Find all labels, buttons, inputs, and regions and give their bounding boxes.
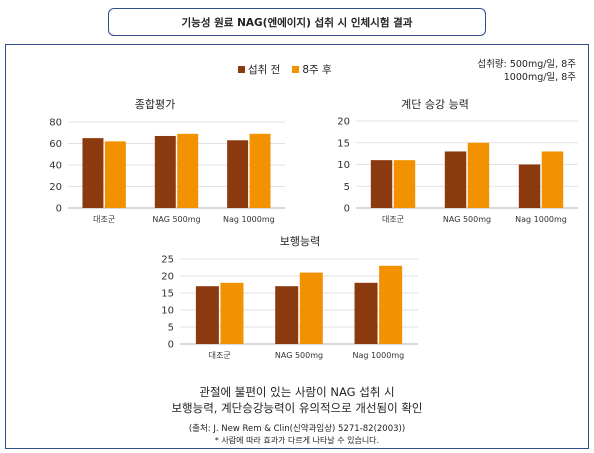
stairs-bar-after (393, 160, 416, 208)
stairs-bar-before (370, 160, 393, 208)
walking-bar-before (354, 282, 378, 344)
legend-label-before: 섭취 전 (248, 64, 281, 76)
walking-category-label: NAG 500mg (275, 351, 323, 360)
overall-bar-before (227, 140, 249, 208)
overall-bar-after (104, 141, 126, 208)
chart-title-walking: 보행능력 (279, 235, 321, 248)
legend-item-before: 섭취 전 (238, 62, 280, 77)
stairs-category-label: Nag 1000mg (515, 215, 567, 224)
chart-title-stairs: 계단 승강 능력 (401, 98, 469, 111)
walking-category-label: 대조군 (209, 351, 231, 360)
overall-ytick-label: 60 (49, 139, 62, 150)
legend-item-after: 8주 후 (292, 62, 332, 77)
overall-category-label: Nag 1000mg (223, 215, 275, 224)
walking-ytick-label: 10 (161, 306, 174, 317)
walking-category-label: Nag 1000mg (352, 351, 404, 360)
legend: 섭취 전 8주 후 (238, 62, 338, 77)
dose-note-line2: 1000mg/일, 8주 (503, 72, 576, 83)
overall-bar-before (154, 135, 176, 208)
overall-bar-after (249, 133, 271, 208)
stairs-ytick-label: 15 (337, 138, 350, 149)
stairs-bar-before (518, 164, 541, 208)
summary-line2: 보행능력, 계단승강능력이 유의적으로 개선됨이 확인 (171, 401, 423, 415)
disclaimer-note: * 사람에 따라 효과가 다르게 나타날 수 있습니다. (214, 436, 380, 445)
stairs-ytick-label: 20 (337, 117, 350, 128)
overall-ytick-label: 80 (49, 118, 62, 129)
walking-bar-before (195, 286, 219, 344)
stairs-category-label: NAG 500mg (443, 215, 491, 224)
walking-bar-after (379, 265, 403, 344)
walking-bar-after (220, 282, 244, 344)
overall-ytick-label: 0 (56, 204, 62, 215)
stairs-bar-after (541, 151, 564, 208)
overall-bar-before (82, 138, 104, 208)
overall-ytick-label: 20 (49, 182, 62, 193)
walking-ytick-label: 0 (168, 340, 174, 351)
legend-label-after: 8주 후 (302, 64, 332, 76)
summary: 관절에 불편이 있는 사람이 NAG 섭취 시 보행능력, 계단승강능력이 유의… (0, 384, 594, 416)
walking-ytick-label: 25 (161, 255, 174, 266)
stairs-ytick-label: 0 (344, 204, 350, 215)
overall-category-label: NAG 500mg (152, 215, 200, 224)
source-citation: (출처: J. New Rem & Clin(신약과임상) 5271-82(20… (188, 424, 406, 434)
dose-note: 섭취량: 500mg/일, 8주 1000mg/일, 8주 (477, 58, 576, 84)
dose-note-line1: 섭취량: 500mg/일, 8주 (477, 59, 576, 70)
page-title: 기능성 원료 NAG(엔에이지) 섭취 시 인체시험 결과 (108, 8, 486, 36)
overall-ytick-label: 40 (49, 161, 62, 172)
overall-bar-after (177, 133, 199, 208)
walking-ytick-label: 5 (168, 323, 174, 334)
stairs-category-label: 대조군 (382, 215, 404, 224)
stairs-ytick-label: 5 (344, 182, 350, 193)
legend-swatch-after (292, 66, 300, 73)
results-panel (5, 44, 589, 449)
summary-line1: 관절에 불편이 있는 사람이 NAG 섭취 시 (199, 385, 395, 399)
legend-swatch-before (238, 66, 245, 73)
walking-ytick-label: 15 (161, 289, 174, 300)
chart-title-overall: 종합평가 (134, 98, 176, 111)
stairs-bar-before (444, 151, 467, 208)
walking-bar-before (275, 286, 299, 344)
walking-ytick-label: 20 (161, 272, 174, 283)
overall-category-label: 대조군 (93, 215, 115, 224)
walking-bar-after (299, 272, 323, 344)
stairs-bar-after (467, 142, 490, 208)
stairs-ytick-label: 10 (337, 160, 350, 171)
